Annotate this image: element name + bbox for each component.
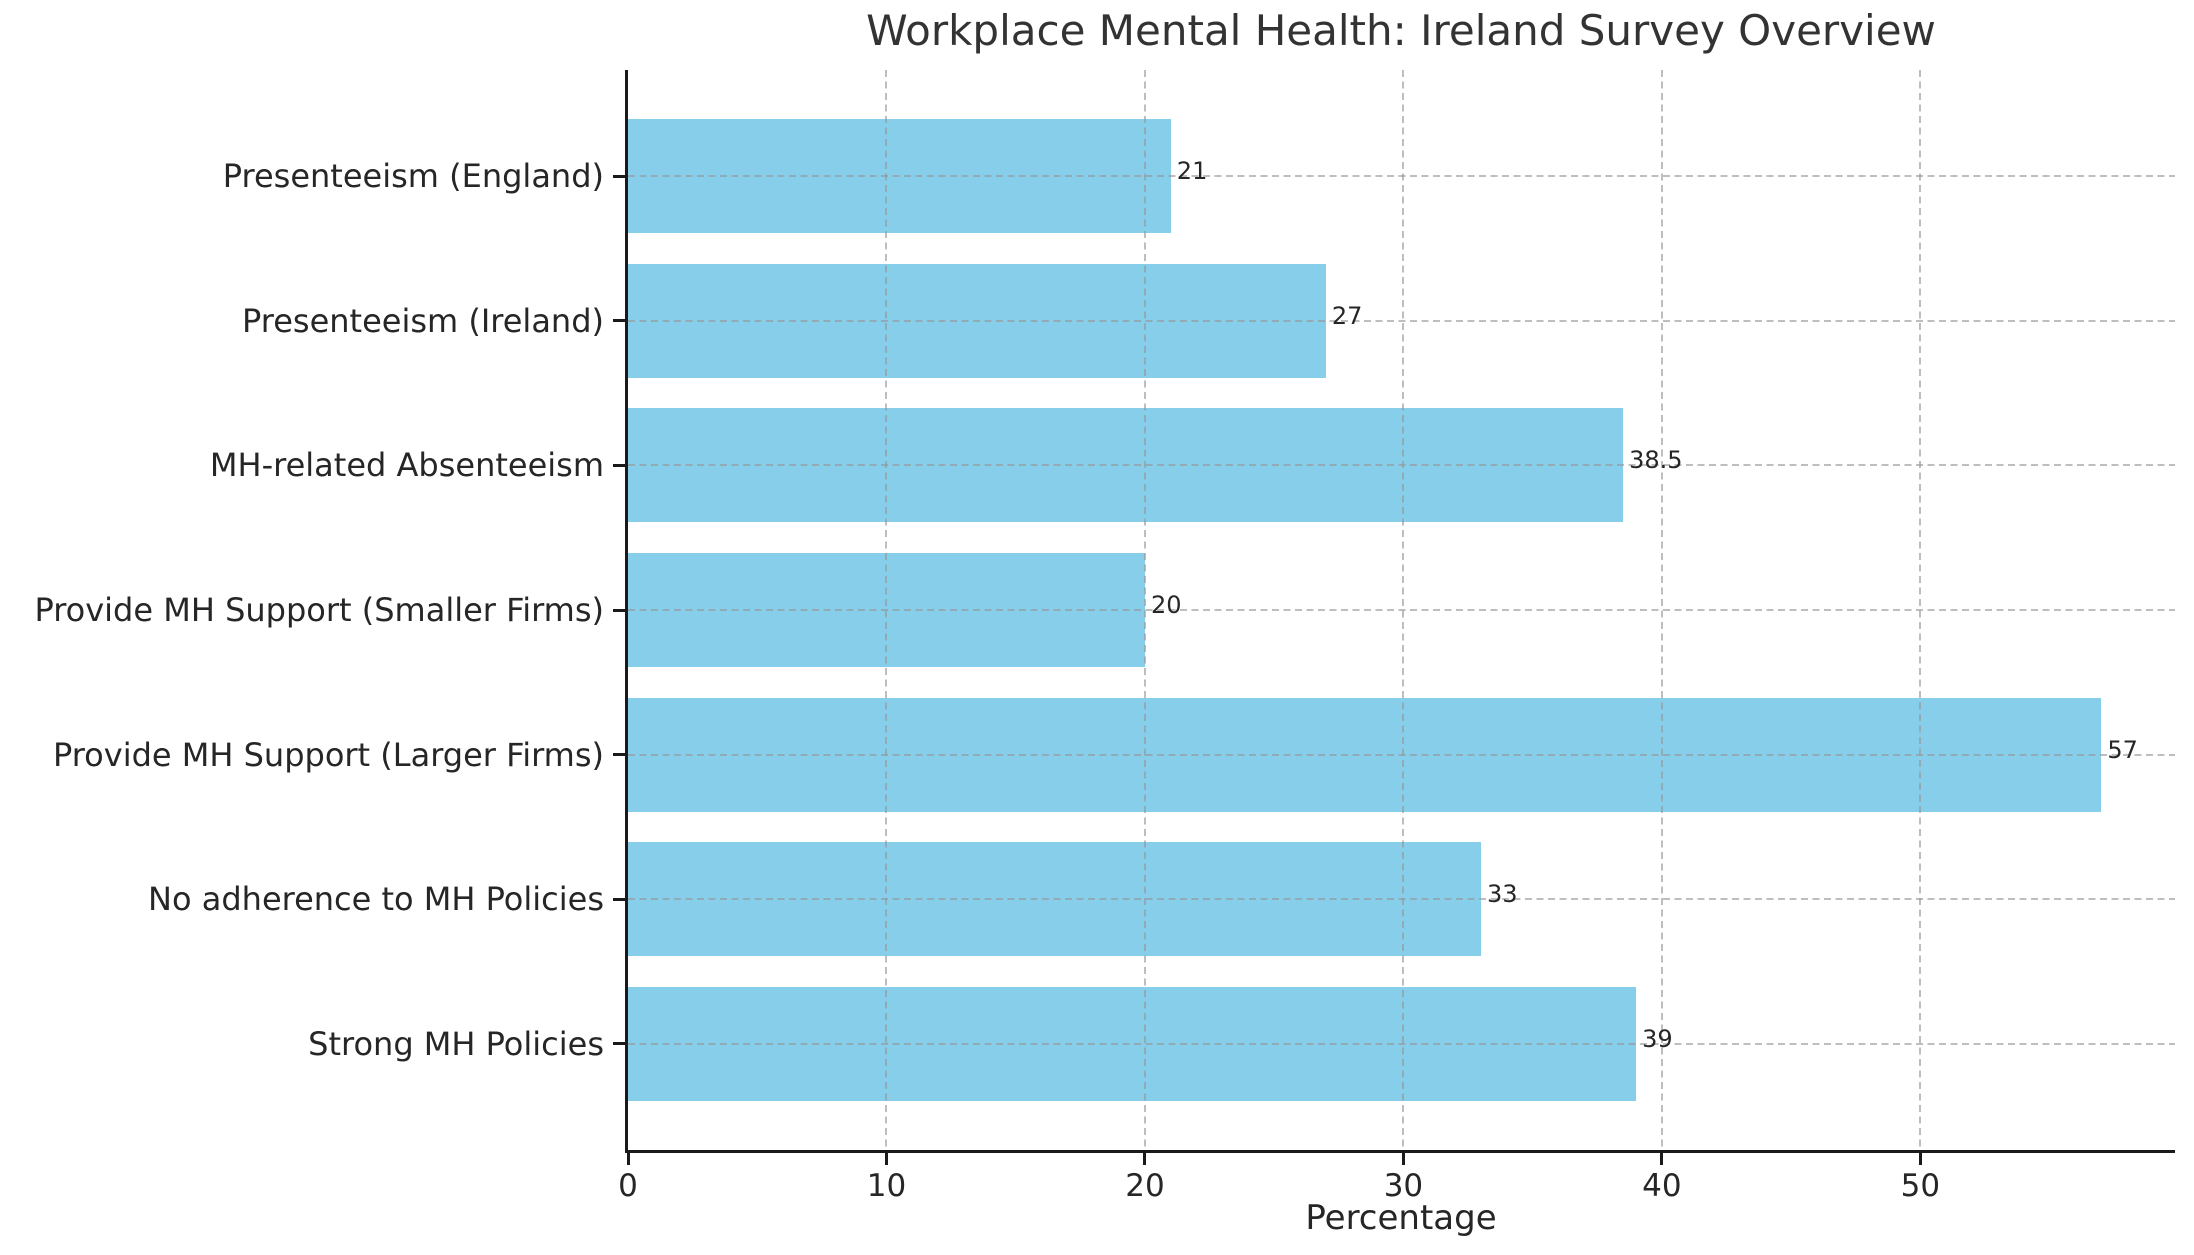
x-tick-label: 50: [1900, 1168, 1941, 1204]
x-tick-label: 0: [618, 1168, 638, 1204]
y-axis-tick: [613, 463, 625, 467]
bar-value-label: 38.5: [1629, 446, 1683, 475]
category-label: MH-related Absenteeism: [209, 446, 604, 485]
category-label: Provide MH Support (Larger Firms): [52, 735, 604, 774]
plot-area: Presenteeism (England) 21 Presenteeism (Ir…: [34, 70, 2175, 1204]
y-axis-tick: [613, 1042, 625, 1046]
category-label: Strong MH Policies: [308, 1024, 604, 1063]
x-tick-label: 30: [1383, 1168, 1424, 1204]
bar-value-label: 33: [1486, 880, 1518, 909]
category-label: Provide MH Support (Smaller Firms): [34, 591, 604, 629]
y-axis-tick: [613, 608, 625, 612]
y-gridline: [628, 319, 2175, 322]
x-axis-tick: [1660, 1153, 1664, 1165]
y-axis-tick: [613, 753, 625, 757]
category-label: Presenteeism (Ireland): [242, 301, 604, 340]
x-axis-tick: [1143, 1153, 1147, 1165]
x-axis-tick: [626, 1153, 630, 1165]
y-axis-tick: [613, 174, 625, 178]
bar-value-label: 21: [1176, 157, 1208, 186]
y-gridline: [628, 464, 2175, 467]
category-label: Presenteeism (England): [222, 157, 604, 196]
bar-value-label: 20: [1150, 590, 1182, 619]
y-gridline: [628, 609, 2175, 611]
x-axis-label: Percentage: [1305, 1198, 1497, 1238]
y-gridline: [628, 175, 2175, 178]
y-gridline: [628, 898, 2175, 901]
x-tick-label: 40: [1642, 1168, 1682, 1204]
bar-value-label: 57: [2107, 735, 2138, 764]
y-gridline: [628, 753, 2175, 756]
x-axis-tick: [1401, 1153, 1405, 1165]
y-axis-tick: [613, 897, 625, 901]
y-axis-tick: [613, 319, 625, 323]
bar-value-label: 39: [1642, 1024, 1673, 1053]
x-tick-label: 20: [1125, 1168, 1165, 1204]
x-axis-tick: [884, 1153, 888, 1165]
x-tick-label: 10: [866, 1168, 907, 1204]
chart-title: Workplace Mental Health: Ireland Survey …: [866, 6, 1936, 55]
category-label: No adherence to MH Policies: [148, 880, 604, 919]
x-axis-tick: [1918, 1153, 1922, 1165]
y-gridline: [628, 1042, 2175, 1045]
bar-value-label: 27: [1331, 301, 1363, 330]
